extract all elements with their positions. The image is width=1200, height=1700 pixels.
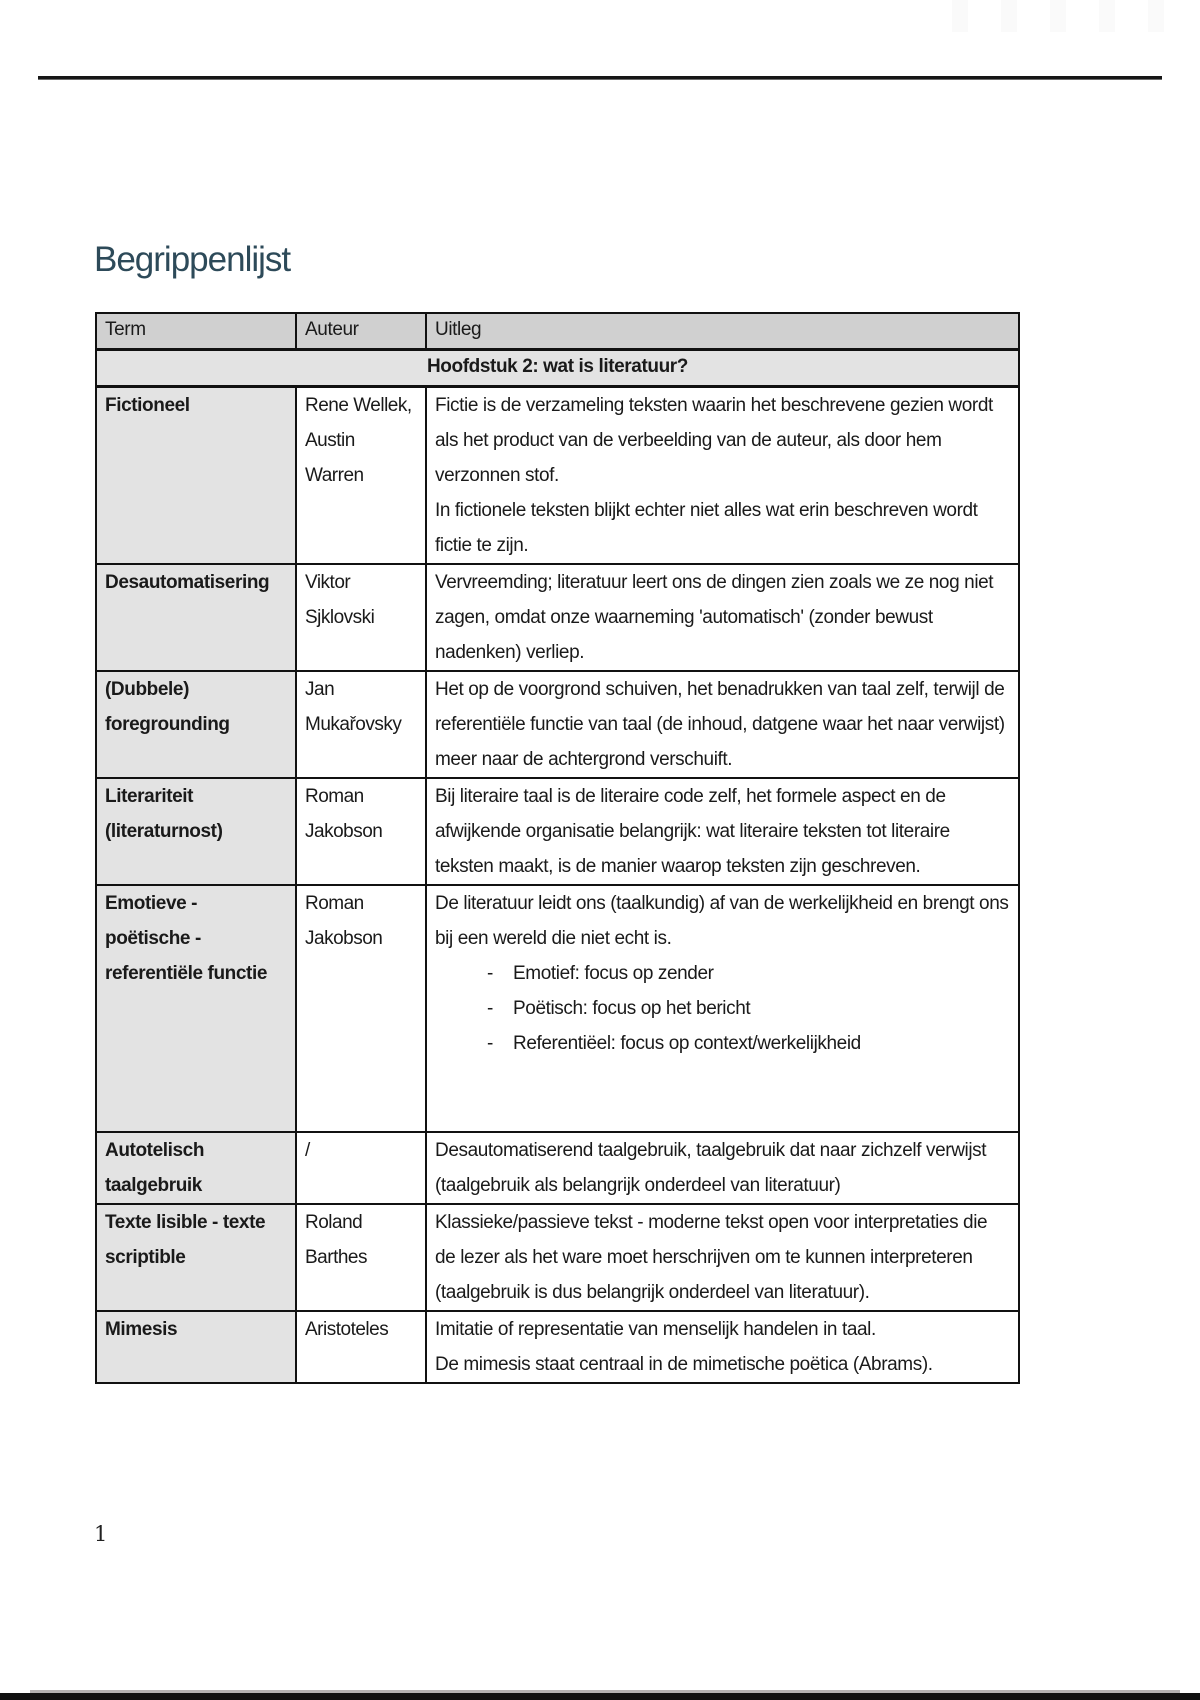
bullet-dash-icon: - [487,998,493,1019]
table-row: (Dubbele) foregrounding Jan Mukařovsky Het… [95,670,1020,779]
auteur-cell: Roland Barthes [295,1203,427,1312]
term-cell: Fictioneel [95,385,297,565]
table-row: Emotieve - poëtische - referentiële func… [95,884,1020,1133]
uitleg-bullet-text: Referentiëel: focus op context/werkelijk… [513,1033,861,1054]
auteur-cell: / [295,1131,427,1205]
uitleg-bullet-text: Emotief: focus op zender [513,963,714,984]
table-row: Texte lisible - texte scriptible Roland B… [95,1203,1020,1312]
term-cell: Autotelisch taalgebruik [95,1131,297,1205]
uitleg-cell: Imitatie of representatie van menselijk … [425,1310,1020,1384]
table-row: Desautomatisering Viktor Sjklovski Vervree… [95,563,1020,672]
section-header: Hoofdstuk 2: wat is literatuur? [95,348,1020,388]
table-body: Fictioneel Rene Wellek, Austin Warren Fict… [95,385,1020,1384]
uitleg-paragraph: Desautomatiserend taalgebruik, taalgebru… [435,1140,987,1196]
page-number: 1 [94,1522,108,1546]
uitleg-cell: Fictie is de verzameling teksten waarin … [425,385,1020,565]
table-row: Fictioneel Rene Wellek, Austin Warren Fict… [95,385,1020,565]
blank-line [435,1061,1010,1096]
uitleg-paragraph: Imitatie of representatie van menselijk … [435,1319,876,1340]
column-header-uitleg: Uitleg [425,312,1020,351]
uitleg-paragraph: De literatuur leidt ons (taalkundig) af … [435,893,1009,949]
section-header-row: Hoofdstuk 2: wat is literatuur? [95,348,1020,388]
term-cell: Desautomatisering [95,563,297,672]
uitleg-bullet: - Poëtisch: focus op het bericht [435,991,1010,1026]
auteur-cell: Viktor Sjklovski [295,563,427,672]
uitleg-paragraph: Bij literaire taal is de literaire code … [435,786,950,877]
bullet-dash-icon: - [487,1033,493,1054]
term-cell: Texte lisible - texte scriptible [95,1203,297,1312]
term-cell: (Dubbele) foregrounding [95,670,297,779]
scan-artifacts [952,0,1200,34]
auteur-cell: Jan Mukařovsky [295,670,427,779]
table-header-row: Term Auteur Uitleg [95,312,1020,351]
uitleg-paragraph: In fictionele teksten blijkt echter niet… [435,500,978,556]
uitleg-cell: Klassieke/passieve tekst - moderne tekst… [425,1203,1020,1312]
page-title: Begrippenlijst [94,240,291,279]
uitleg-bullet-text: Poëtisch: focus op het bericht [513,998,751,1019]
scan-artifact-bar [952,0,968,32]
table-row: Literariteit (literaturnost) Roman Jakobs… [95,777,1020,886]
term-cell: Literariteit (literaturnost) [95,777,297,886]
blank-line [435,1096,1010,1131]
scan-artifact-bar [1001,0,1017,32]
column-header-auteur: Auteur [295,312,427,351]
uitleg-cell: Desautomatiserend taalgebruik, taalgebru… [425,1131,1020,1205]
auteur-cell: Rene Wellek, Austin Warren [295,385,427,565]
uitleg-paragraph: De mimesis staat centraal in de mimetisc… [435,1354,933,1375]
bottom-rule [30,1690,1180,1693]
uitleg-cell: Het op de voorgrond schuiven, het benadr… [425,670,1020,779]
uitleg-paragraph: Fictie is de verzameling teksten waarin … [435,395,993,486]
uitleg-paragraph: Vervreemding; literatuur leert ons de di… [435,572,994,663]
term-cell: Emotieve - poëtische - referentiële func… [95,884,297,1133]
auteur-cell: Aristoteles [295,1310,427,1384]
auteur-cell: Roman Jakobson [295,777,427,886]
term-cell: Mimesis [95,1310,297,1384]
scan-artifact-bar [1050,0,1066,32]
uitleg-cell: De literatuur leidt ons (taalkundig) af … [425,884,1020,1133]
column-header-term: Term [95,312,297,351]
uitleg-paragraph: Klassieke/passieve tekst - moderne tekst… [435,1212,988,1303]
uitleg-bullet: - Emotief: focus op zender [435,956,1010,991]
uitleg-cell: Vervreemding; literatuur leert ons de di… [425,563,1020,672]
table-row: Autotelisch taalgebruik / Desautomatiseren… [95,1131,1020,1205]
bullet-dash-icon: - [487,963,493,984]
auteur-cell: Roman Jakobson [295,884,427,1133]
uitleg-bullet: - Referentiëel: focus op context/werkelij… [435,1026,1010,1061]
table-row: Mimesis Aristoteles Imitatie of representa… [95,1310,1020,1384]
uitleg-paragraph: Het op de voorgrond schuiven, het benadr… [435,679,1005,770]
uitleg-cell: Bij literaire taal is de literaire code … [425,777,1020,886]
glossary-table: Term Auteur Uitleg Hoofdstuk 2: wat is l… [95,312,1020,1384]
bottom-bar [0,1693,1200,1700]
top-rule [38,76,1162,80]
scan-artifact-bar [1099,0,1115,32]
scan-artifact-bar [1148,0,1164,32]
